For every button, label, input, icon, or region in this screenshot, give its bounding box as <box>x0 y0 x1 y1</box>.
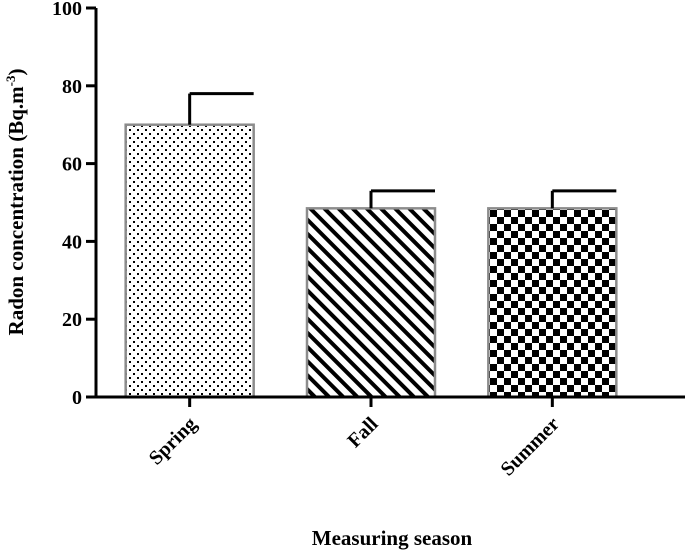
y-tick-label-60: 60 <box>62 154 82 176</box>
y-ticks-layer: 0 20 40 60 80 100 <box>52 0 96 409</box>
axes-layer <box>94 8 685 399</box>
bar-fall <box>305 207 437 399</box>
y-tick-label-0: 0 <box>72 387 82 409</box>
y-tick-label-100: 100 <box>52 0 82 20</box>
y-axis-title-superscript: -3 <box>3 75 18 86</box>
error-bars-layer <box>188 92 617 209</box>
x-axis-title: Measuring season <box>312 526 473 550</box>
y-tick-label-80: 80 <box>62 76 82 98</box>
bars-layer <box>124 123 618 399</box>
x-tick-label-fall: Fall <box>343 413 382 452</box>
x-tick-labels-layer: Spring Fall Summer <box>145 397 564 480</box>
y-axis-title-close: ) <box>4 69 28 76</box>
x-tick-label-spring: Spring <box>145 413 201 469</box>
y-tick-label-40: 40 <box>62 231 82 253</box>
y-axis-title-main: Radon concentration (Bq.m <box>4 86 28 336</box>
bar-spring <box>124 123 255 399</box>
y-axis-title: Radon concentration (Bq.m-3) <box>3 69 28 336</box>
x-tick-label-summer: Summer <box>496 413 563 480</box>
bar-summer <box>487 207 618 399</box>
y-tick-label-20: 20 <box>62 309 82 331</box>
